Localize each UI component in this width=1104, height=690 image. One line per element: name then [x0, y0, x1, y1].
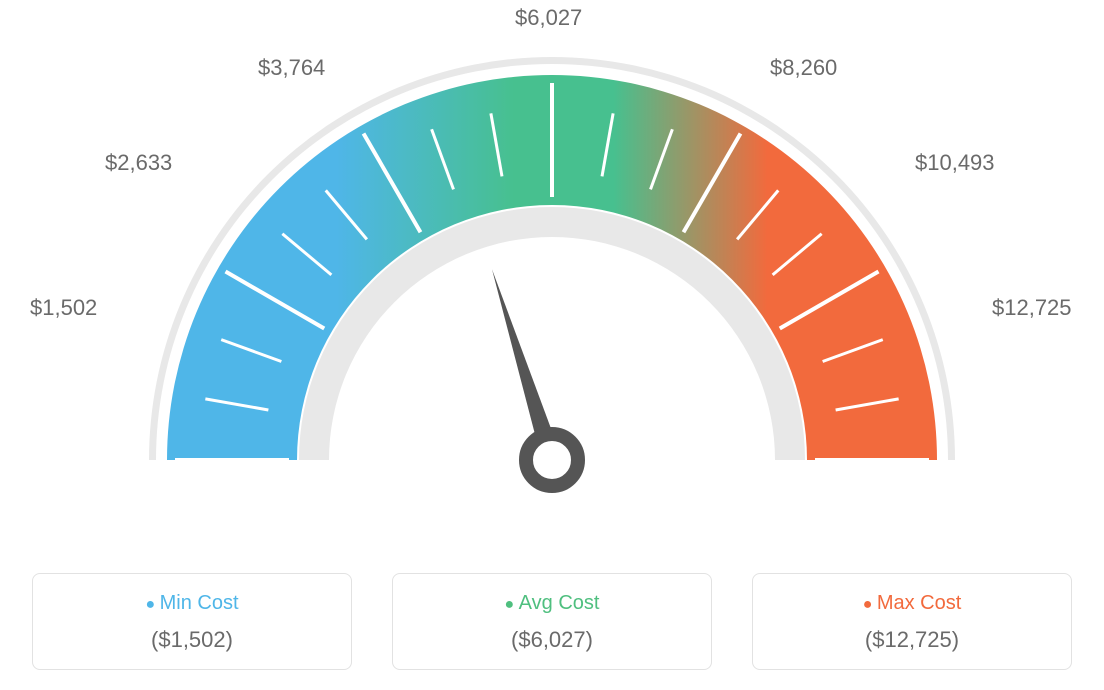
legend-max-value: ($12,725) — [763, 627, 1061, 653]
gauge-tick-label: $6,027 — [515, 5, 582, 31]
gauge-tick-label: $3,764 — [258, 55, 325, 81]
legend-avg-value: ($6,027) — [403, 627, 701, 653]
legend-max-label: Max Cost — [763, 592, 1061, 615]
legend-min-card: Min Cost ($1,502) — [32, 573, 352, 670]
legend-min-value: ($1,502) — [43, 627, 341, 653]
legend-max-card: Max Cost ($12,725) — [752, 573, 1072, 670]
gauge-tick-label: $1,502 — [30, 295, 97, 321]
gauge-svg — [112, 30, 992, 530]
gauge-hub — [526, 434, 578, 486]
legend-row: Min Cost ($1,502) Avg Cost ($6,027) Max … — [0, 573, 1104, 670]
legend-avg-label: Avg Cost — [403, 592, 701, 615]
gauge-area: $1,502 $2,633 $3,764 $6,027 $8,260 $10,493 $12… — [0, 0, 1104, 560]
gauge-tick-label: $2,633 — [105, 150, 172, 176]
gauge-tick-label: $8,260 — [770, 55, 837, 81]
gauge-tick-label: $12,725 — [992, 295, 1072, 321]
legend-avg-card: Avg Cost ($6,027) — [392, 573, 712, 670]
cost-gauge-chart: $1,502 $2,633 $3,764 $6,027 $8,260 $10,493 $12… — [0, 0, 1104, 690]
gauge-tick-label: $10,493 — [915, 150, 995, 176]
legend-min-label: Min Cost — [43, 592, 341, 615]
